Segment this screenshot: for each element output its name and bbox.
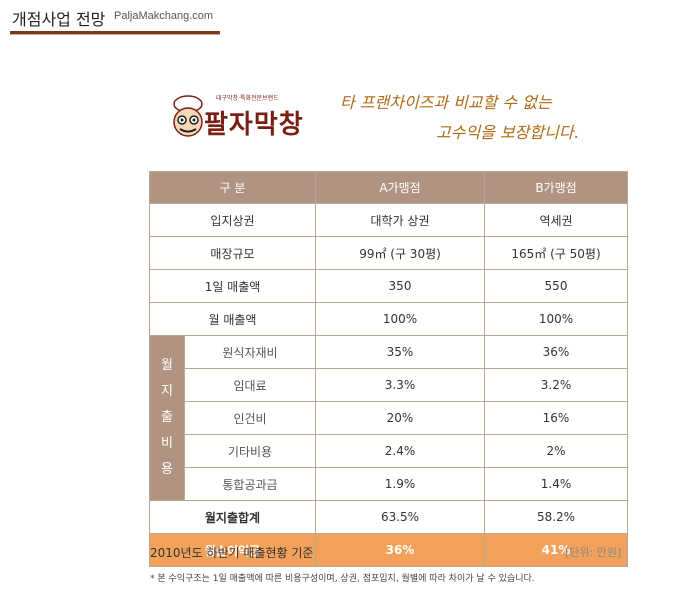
cell-b: 36% (484, 335, 628, 369)
logo-brand-name: 팔자막창 (204, 110, 304, 140)
cell-b: 41% (484, 533, 628, 567)
table-row: 매장규모 99㎡ (구 30평) 165㎡ (구 50평) (149, 236, 628, 270)
unit-caption: [단위: 만원] (565, 546, 622, 559)
cell-a: 대학가 상권 (315, 203, 485, 237)
cell-a: 1.9% (315, 467, 485, 501)
cell-b: 550 (484, 269, 628, 303)
header-store-a: A가맹점 (315, 171, 485, 204)
row-label: 입지상권 (149, 203, 316, 237)
chef-character-icon (173, 95, 203, 137)
header-divider (10, 31, 220, 34)
cell-b: 3.2% (484, 368, 628, 402)
cell-a: 36% (315, 533, 485, 567)
expense-category-label: 월지출비용 (161, 358, 173, 477)
expense-category-cell: 월지출비용 (149, 335, 185, 501)
total-row: 월지출합계 63.5% 58.2% (149, 500, 628, 534)
table-row: 1일 매출액 350 550 (149, 269, 628, 303)
table-row: 기타비용 2.4% 2% (150, 434, 628, 468)
header-store-b: B가맹점 (484, 171, 628, 204)
cell-a: 350 (315, 269, 485, 303)
page-header: 개점사업 전망 PaljaMakchang.com (10, 4, 220, 35)
cell-a: 2.4% (315, 434, 485, 468)
brand-logo: 대구막창·특화전문브랜드 팔자막창 (168, 88, 336, 144)
table-header-row: 구 분 A가맹점 B가맹점 (149, 171, 628, 204)
slogan-line-1: 타 프랜차이즈과 비교할 수 없는 (340, 93, 552, 112)
cell-b: 16% (484, 401, 628, 435)
cell-a: 63.5% (315, 500, 485, 534)
row-label: 기타비용 (184, 434, 316, 468)
cell-b: 2% (484, 434, 628, 468)
row-label: 인건비 (184, 401, 316, 435)
cell-b: 1.4% (484, 467, 628, 501)
page-title: 개점사업 전망 (12, 10, 106, 29)
basis-caption: 2010년도 하반기 매출현황 기준 (150, 546, 314, 560)
row-label: 매장규모 (149, 236, 316, 270)
table-row: 월지출비용 원식자재비 35% 36% (149, 335, 628, 501)
cell-a: 100% (315, 302, 485, 336)
site-url: PaljaMakchang.com (114, 10, 214, 22)
cell-b: 58.2% (484, 500, 628, 534)
cell-b: 165㎡ (구 50평) (484, 236, 628, 270)
row-label: 월 매출액 (149, 302, 316, 336)
slogan: 타 프랜차이즈과 비교할 수 없는 고수익을 보장합니다. (340, 88, 579, 148)
row-label: 임대료 (184, 368, 316, 402)
table-row: 임대료 3.3% 3.2% (150, 368, 628, 402)
footnote: * 본 수익구조는 1일 매출액에 따른 비용구성이며, 상권, 점포입지, 월… (150, 574, 535, 584)
cell-a: 3.3% (315, 368, 485, 402)
header-category: 구 분 (149, 171, 316, 204)
table-row: 월 매출액 100% 100% (149, 302, 628, 336)
row-label: 월지출합계 (149, 500, 316, 534)
table-row: 통합공과금 1.9% 1.4% (150, 467, 628, 501)
cell-a: 35% (315, 335, 485, 369)
logo-tagline: 대구막창·특화전문브랜드 (216, 95, 279, 102)
table-row: 입지상권 대학가 상권 역세권 (149, 203, 628, 237)
cell-b: 100% (484, 302, 628, 336)
profit-row: 월순이익금 36% 41% (149, 533, 628, 567)
cell-a: 99㎡ (구 30평) (315, 236, 485, 270)
row-label: 월순이익금 (149, 533, 316, 567)
table-row: 인건비 20% 16% (150, 401, 628, 435)
slogan-line-2: 고수익을 보장합니다. (436, 123, 579, 142)
cell-a: 20% (315, 401, 485, 435)
row-label: 통합공과금 (184, 467, 316, 501)
row-label: 원식자재비 (184, 335, 316, 369)
profit-structure-table: 구 분 A가맹점 B가맹점 입지상권 대학가 상권 역세권 매장규모 99㎡ (… (149, 171, 628, 567)
header-divider-thin (10, 34, 220, 35)
cell-b: 역세권 (484, 203, 628, 237)
row-label: 1일 매출액 (149, 269, 316, 303)
